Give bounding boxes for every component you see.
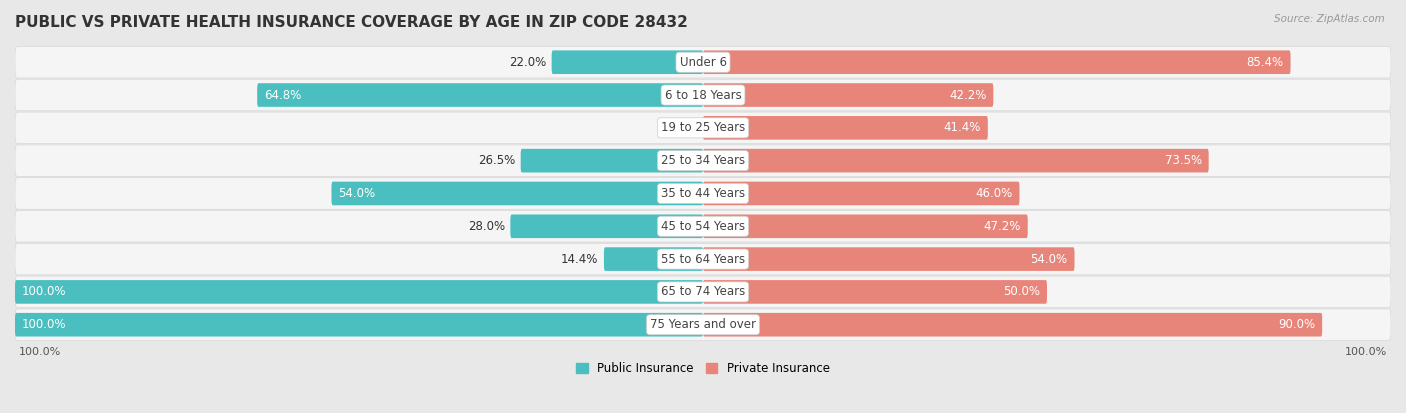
FancyBboxPatch shape [703,116,988,140]
Text: 42.2%: 42.2% [949,88,987,102]
FancyBboxPatch shape [15,112,1391,144]
Text: 28.0%: 28.0% [468,220,505,233]
FancyBboxPatch shape [703,280,1047,304]
Text: 25 to 34 Years: 25 to 34 Years [661,154,745,167]
Text: 47.2%: 47.2% [983,220,1021,233]
Text: 64.8%: 64.8% [264,88,301,102]
Text: 90.0%: 90.0% [1278,318,1316,331]
FancyBboxPatch shape [520,149,703,173]
Text: 6 to 18 Years: 6 to 18 Years [665,88,741,102]
Text: 54.0%: 54.0% [1031,253,1067,266]
FancyBboxPatch shape [703,83,993,107]
Text: Source: ZipAtlas.com: Source: ZipAtlas.com [1274,14,1385,24]
Legend: Public Insurance, Private Insurance: Public Insurance, Private Insurance [571,357,835,380]
Text: 0.0%: 0.0% [664,121,693,134]
FancyBboxPatch shape [703,182,1019,205]
FancyBboxPatch shape [15,280,703,304]
Text: 19 to 25 Years: 19 to 25 Years [661,121,745,134]
FancyBboxPatch shape [703,149,1209,173]
FancyBboxPatch shape [605,247,703,271]
FancyBboxPatch shape [15,276,1391,308]
Text: 26.5%: 26.5% [478,154,515,167]
FancyBboxPatch shape [15,79,1391,111]
FancyBboxPatch shape [15,145,1391,176]
FancyBboxPatch shape [703,50,1291,74]
FancyBboxPatch shape [703,313,1322,337]
Text: 73.5%: 73.5% [1164,154,1202,167]
FancyBboxPatch shape [15,309,1391,340]
Text: 100.0%: 100.0% [1346,347,1388,357]
Text: 14.4%: 14.4% [561,253,599,266]
Text: 35 to 44 Years: 35 to 44 Years [661,187,745,200]
Text: 55 to 64 Years: 55 to 64 Years [661,253,745,266]
FancyBboxPatch shape [332,182,703,205]
Text: 65 to 74 Years: 65 to 74 Years [661,285,745,299]
Text: 50.0%: 50.0% [1002,285,1040,299]
Text: 41.4%: 41.4% [943,121,981,134]
FancyBboxPatch shape [703,247,1074,271]
FancyBboxPatch shape [551,50,703,74]
FancyBboxPatch shape [703,214,1028,238]
FancyBboxPatch shape [15,211,1391,242]
Text: 54.0%: 54.0% [339,187,375,200]
Text: PUBLIC VS PRIVATE HEALTH INSURANCE COVERAGE BY AGE IN ZIP CODE 28432: PUBLIC VS PRIVATE HEALTH INSURANCE COVER… [15,15,688,30]
Text: 100.0%: 100.0% [22,285,66,299]
FancyBboxPatch shape [15,313,703,337]
FancyBboxPatch shape [15,47,1391,78]
FancyBboxPatch shape [257,83,703,107]
Text: 100.0%: 100.0% [22,318,66,331]
FancyBboxPatch shape [510,214,703,238]
Text: 75 Years and over: 75 Years and over [650,318,756,331]
Text: 22.0%: 22.0% [509,56,546,69]
Text: 45 to 54 Years: 45 to 54 Years [661,220,745,233]
Text: Under 6: Under 6 [679,56,727,69]
Text: 85.4%: 85.4% [1247,56,1284,69]
Text: 100.0%: 100.0% [18,347,60,357]
FancyBboxPatch shape [15,178,1391,209]
Text: 46.0%: 46.0% [976,187,1012,200]
FancyBboxPatch shape [15,243,1391,275]
